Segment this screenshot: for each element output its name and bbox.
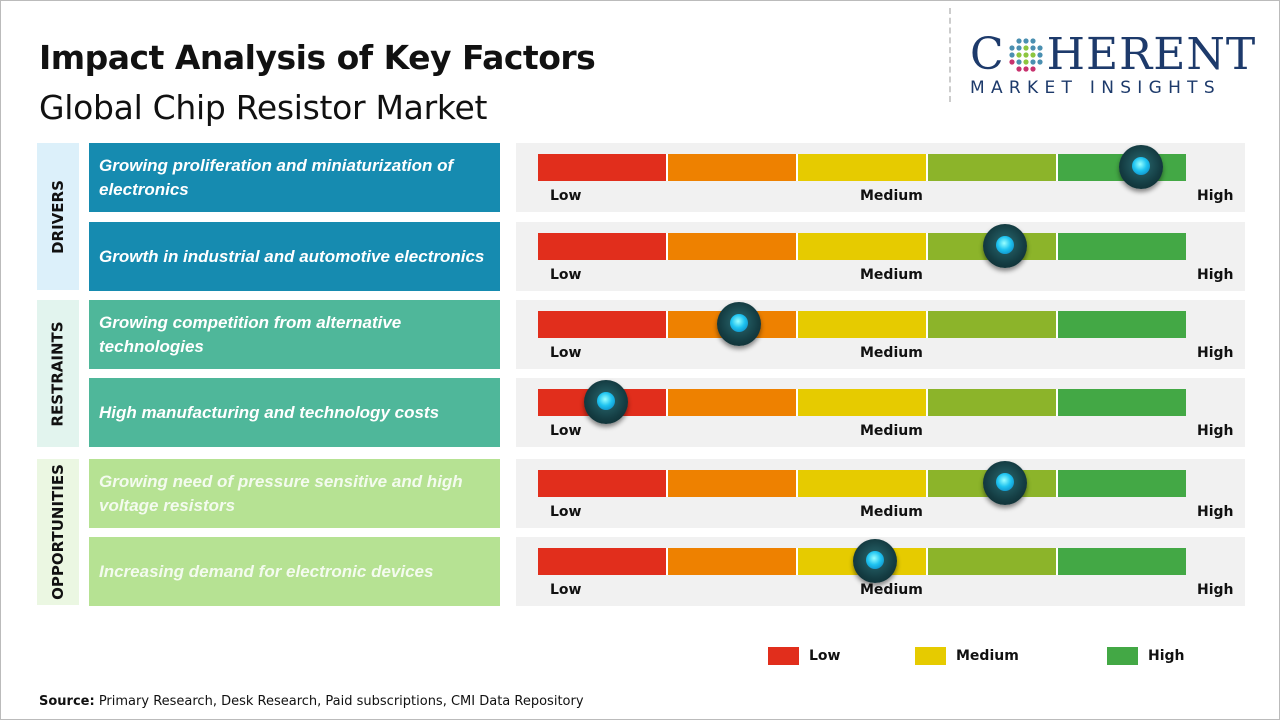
legend-item: Medium [915,647,1019,665]
gauge-segment [798,311,928,338]
legend-label: High [1148,648,1185,664]
group-tab-drivers: DRIVERS [37,143,79,290]
source-note: Source: Primary Research, Desk Research,… [39,694,584,709]
factor-label: Increasing demand for electronic devices [89,537,500,606]
impact-gauge: Low Medium High [516,300,1245,369]
factor-label: High manufacturing and technology costs [89,378,500,447]
gauge-segment [668,470,798,497]
gauge-segment [928,548,1058,575]
impact-marker [1118,145,1163,189]
scale-low-label: Low [550,504,582,520]
impact-marker [852,539,897,583]
legend-item: High [1107,647,1185,665]
impact-marker [716,302,761,346]
gauge-segment [538,470,668,497]
gauge-segment [668,233,798,260]
scale-high-label: High [1197,504,1234,520]
factor-label: Growth in industrial and automotive elec… [89,222,500,291]
group-label: DRIVERS [49,179,68,254]
gauge-bar [538,154,1186,181]
impact-gauge: Low Medium High [516,378,1245,447]
scale-low-label: Low [550,423,582,439]
gauge-segment [668,154,798,181]
impact-gauge: Low Medium High [516,459,1245,528]
gauge-segment [668,548,798,575]
legend-swatch [1107,647,1138,665]
gauge-segment [538,311,668,338]
scale-medium-label: Medium [860,345,923,361]
scale-high-label: High [1197,188,1234,204]
factor-label: Growing need of pressure sensitive and h… [89,459,500,528]
gauge-segment [1058,470,1186,497]
gauge-segment [928,154,1058,181]
gauge-bar [538,389,1186,416]
scale-medium-label: Medium [860,267,923,283]
scale-medium-label: Medium [860,582,923,598]
gauge-segment [1058,389,1186,416]
scale-high-label: High [1197,345,1234,361]
gauge-bar [538,311,1186,338]
globe-icon [1009,38,1043,72]
logo: C HERENT MARKET INSIGHTS [970,32,1260,99]
legend-item: Low [768,647,840,665]
scale-medium-label: Medium [860,423,923,439]
scale-low-label: Low [550,267,582,283]
legend-swatch [915,647,946,665]
gauge-segment [798,470,928,497]
gauge-segment [1058,548,1186,575]
group-tab-restraints: RESTRAINTS [37,300,79,447]
page-title: Impact Analysis of Key Factors [39,38,596,77]
gauge-segment [538,154,668,181]
scale-high-label: High [1197,582,1234,598]
gauge-segment [928,389,1058,416]
gauge-segment [538,233,668,260]
impact-gauge: Low Medium High [516,222,1245,291]
gauge-segment [1058,233,1186,260]
gauge-segment [798,233,928,260]
impact-marker [584,380,629,424]
impact-marker [982,461,1027,505]
scale-high-label: High [1197,423,1234,439]
gauge-segment [798,389,928,416]
group-tab-opportunities: OPPORTUNITIES [37,459,79,605]
gauge-bar [538,470,1186,497]
gauge-segment [538,548,668,575]
legend-label: Medium [956,648,1019,664]
divider [949,8,951,102]
gauge-segment [798,154,928,181]
scale-medium-label: Medium [860,504,923,520]
impact-gauge: Low Medium High [516,143,1245,212]
scale-low-label: Low [550,582,582,598]
group-label: OPPORTUNITIES [49,464,67,600]
gauge-bar [538,233,1186,260]
scale-low-label: Low [550,345,582,361]
gauge-segment [668,389,798,416]
gauge-segment [1058,311,1186,338]
scale-high-label: High [1197,267,1234,283]
factor-label: Growing proliferation and miniaturizatio… [89,143,500,212]
scale-medium-label: Medium [860,188,923,204]
legend-swatch [768,647,799,665]
logo-tagline: MARKET INSIGHTS [970,78,1221,98]
gauge-segment [928,311,1058,338]
scale-low-label: Low [550,188,582,204]
impact-marker [982,224,1027,268]
factor-label: Growing competition from alternative tec… [89,300,500,369]
legend-label: Low [809,648,841,664]
group-label: RESTRAINTS [49,320,68,427]
impact-gauge: Low Medium High [516,537,1245,606]
page-subtitle: Global Chip Resistor Market [39,88,488,127]
